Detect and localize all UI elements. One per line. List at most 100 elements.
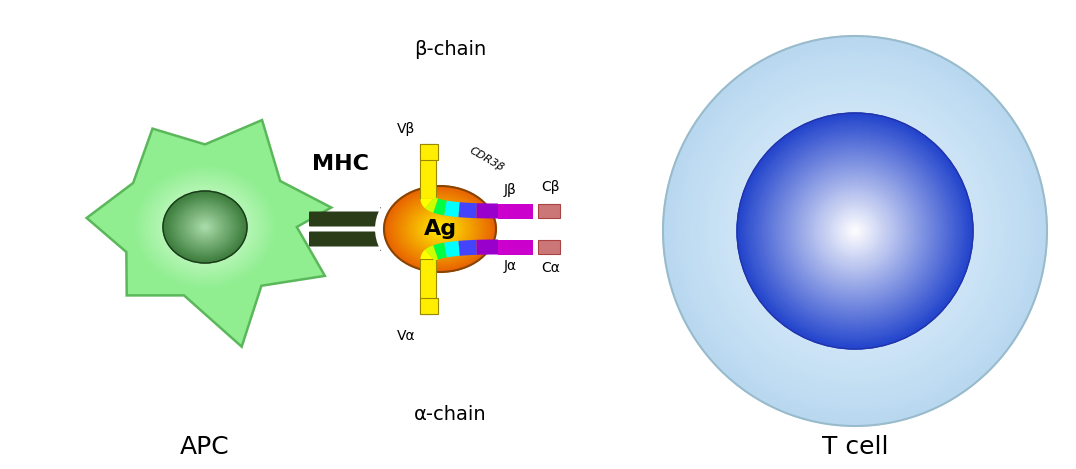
Polygon shape — [380, 207, 404, 251]
Ellipse shape — [852, 228, 858, 234]
Ellipse shape — [195, 219, 215, 235]
Ellipse shape — [698, 72, 1011, 390]
Ellipse shape — [167, 195, 243, 259]
Ellipse shape — [148, 179, 261, 275]
Ellipse shape — [844, 219, 867, 243]
Ellipse shape — [811, 187, 898, 276]
Ellipse shape — [394, 193, 486, 265]
Ellipse shape — [419, 212, 462, 245]
Polygon shape — [87, 120, 331, 347]
Ellipse shape — [759, 134, 951, 328]
Ellipse shape — [415, 210, 465, 249]
Ellipse shape — [178, 203, 232, 251]
Ellipse shape — [175, 202, 235, 252]
Ellipse shape — [740, 114, 971, 348]
Ellipse shape — [174, 200, 236, 254]
Ellipse shape — [802, 178, 908, 284]
Ellipse shape — [185, 210, 225, 244]
Ellipse shape — [820, 196, 891, 266]
Ellipse shape — [787, 162, 924, 300]
Ellipse shape — [414, 209, 466, 249]
Ellipse shape — [398, 197, 482, 261]
Ellipse shape — [145, 175, 265, 279]
Ellipse shape — [166, 193, 244, 261]
Ellipse shape — [146, 176, 264, 278]
Ellipse shape — [388, 189, 492, 268]
Ellipse shape — [187, 212, 223, 242]
Ellipse shape — [407, 203, 473, 255]
Ellipse shape — [780, 156, 930, 306]
Ellipse shape — [391, 191, 490, 267]
Ellipse shape — [164, 191, 246, 263]
Ellipse shape — [813, 189, 896, 272]
Ellipse shape — [838, 214, 872, 248]
Ellipse shape — [767, 142, 943, 320]
Ellipse shape — [195, 218, 215, 236]
Text: β-chain: β-chain — [414, 39, 486, 59]
Ellipse shape — [799, 176, 910, 286]
Ellipse shape — [438, 227, 442, 230]
Ellipse shape — [827, 203, 882, 259]
Polygon shape — [458, 240, 477, 256]
Ellipse shape — [185, 210, 225, 244]
Ellipse shape — [203, 226, 207, 228]
Text: CDR3β: CDR3β — [468, 145, 506, 173]
Ellipse shape — [806, 182, 904, 280]
Ellipse shape — [429, 221, 450, 237]
Ellipse shape — [189, 214, 221, 240]
Ellipse shape — [835, 212, 875, 250]
Ellipse shape — [422, 215, 457, 242]
Ellipse shape — [190, 215, 220, 239]
Ellipse shape — [663, 36, 1047, 426]
Ellipse shape — [154, 183, 256, 271]
Ellipse shape — [415, 211, 464, 248]
Ellipse shape — [164, 192, 246, 262]
Text: Vα: Vα — [397, 329, 415, 343]
Ellipse shape — [184, 209, 226, 245]
Ellipse shape — [436, 226, 444, 233]
Polygon shape — [421, 197, 436, 208]
Ellipse shape — [152, 181, 258, 273]
Text: Cβ: Cβ — [541, 180, 560, 194]
Ellipse shape — [778, 153, 932, 309]
Ellipse shape — [426, 218, 454, 240]
Ellipse shape — [428, 219, 452, 238]
Ellipse shape — [401, 200, 478, 258]
Ellipse shape — [756, 133, 953, 329]
Ellipse shape — [192, 215, 218, 239]
Ellipse shape — [170, 197, 240, 257]
Ellipse shape — [751, 127, 959, 335]
Ellipse shape — [411, 207, 469, 251]
Ellipse shape — [387, 189, 492, 269]
Ellipse shape — [794, 170, 916, 292]
Ellipse shape — [753, 128, 957, 334]
Ellipse shape — [181, 206, 229, 248]
Ellipse shape — [847, 223, 863, 239]
Ellipse shape — [203, 226, 207, 228]
Ellipse shape — [198, 221, 212, 233]
Ellipse shape — [194, 217, 216, 237]
Ellipse shape — [423, 216, 457, 242]
Ellipse shape — [197, 220, 213, 234]
Ellipse shape — [792, 167, 918, 295]
Ellipse shape — [702, 75, 1008, 387]
Ellipse shape — [808, 184, 902, 279]
Ellipse shape — [847, 223, 863, 239]
Ellipse shape — [174, 201, 236, 253]
Ellipse shape — [763, 138, 948, 324]
Ellipse shape — [704, 78, 1006, 384]
Ellipse shape — [412, 207, 468, 250]
Ellipse shape — [399, 197, 481, 261]
Ellipse shape — [841, 217, 868, 245]
Ellipse shape — [853, 229, 856, 233]
Ellipse shape — [748, 122, 962, 340]
Ellipse shape — [196, 219, 214, 235]
Ellipse shape — [143, 174, 267, 280]
Ellipse shape — [172, 199, 238, 255]
Ellipse shape — [833, 209, 877, 253]
Ellipse shape — [726, 100, 983, 362]
Ellipse shape — [822, 197, 888, 265]
Ellipse shape — [685, 58, 1025, 404]
Ellipse shape — [425, 218, 455, 241]
Polygon shape — [444, 241, 459, 257]
